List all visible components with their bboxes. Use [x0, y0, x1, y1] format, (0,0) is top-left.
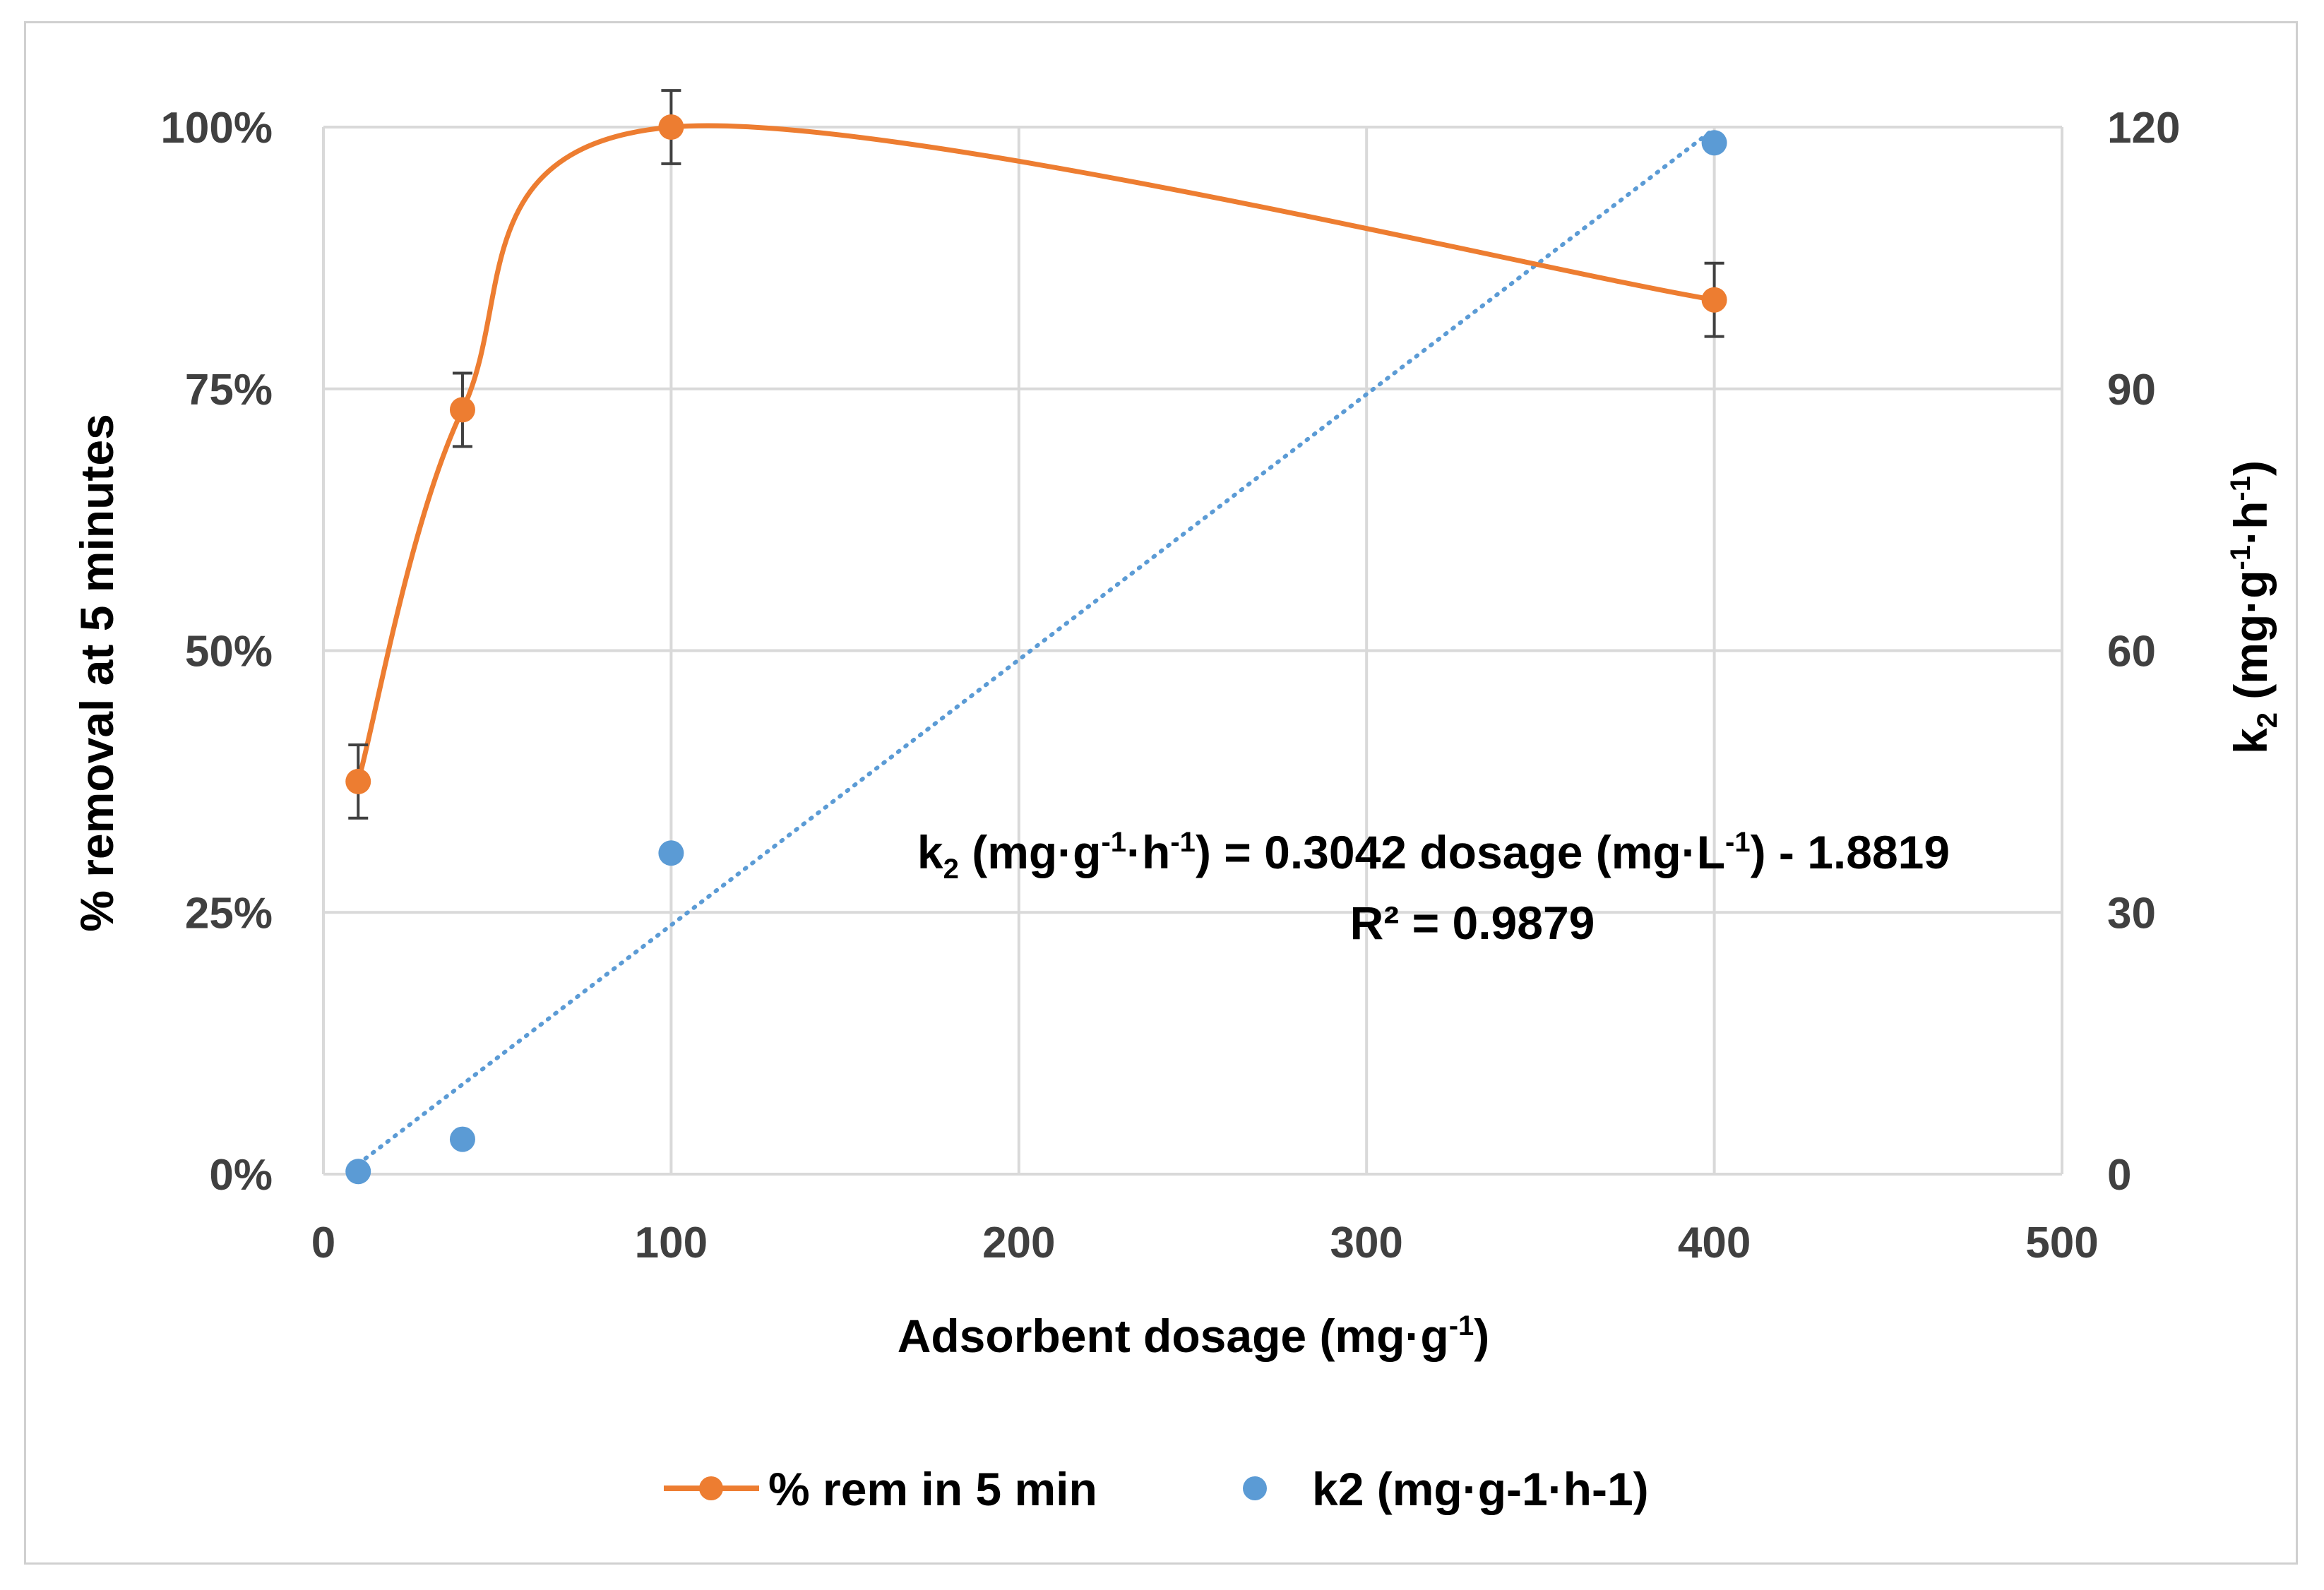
y-right-mid1: (mg·g [2224, 570, 2277, 712]
rem-point [449, 397, 475, 423]
r-squared: R² = 0.9879 [1350, 897, 1595, 949]
eq-sub: 2 [943, 854, 959, 885]
eq-mid2: ·h [1126, 826, 1170, 878]
eq-sup1: -1 [1101, 827, 1126, 858]
x-tick-label: 400 [1678, 1219, 1751, 1267]
x-tick-label: 100 [635, 1219, 708, 1267]
y-right-tick-label: 30 [2107, 889, 2156, 938]
y-right-mid2: ·h [2224, 501, 2277, 545]
legend: % rem in 5 min k2 (mg·g-1·h-1) [664, 1463, 1649, 1515]
rem-series-line [355, 123, 1715, 782]
eq-sup2: -1 [1170, 827, 1196, 858]
trendline-group [356, 126, 1717, 1166]
x-tick-label: 0 [311, 1219, 335, 1267]
eq-sup3: -1 [1725, 827, 1751, 858]
k2-point [345, 1159, 371, 1185]
x-label-sup: -1 [1449, 1310, 1474, 1341]
k2-point [449, 1126, 475, 1152]
legend-orange-marker-icon [699, 1476, 723, 1500]
k2-point [1701, 130, 1727, 156]
y-left-tick-label: 100% [160, 104, 273, 153]
x-tick-label: 200 [982, 1219, 1055, 1267]
rem-point [658, 114, 684, 140]
eq-tail: ) - 1.8819 [1751, 826, 1950, 878]
y-right-tick-label: 60 [2107, 628, 2156, 676]
eq-mid3: ) = 0.3042 dosage (mg·L [1196, 826, 1725, 878]
chart-frame [24, 21, 2298, 1565]
y-right-sup1: -1 [2225, 545, 2256, 570]
y-left-tick-label: 75% [185, 366, 273, 414]
k2-trendline [356, 126, 1717, 1166]
y-right-k: k [2224, 728, 2277, 754]
grid-lines [323, 126, 2063, 1174]
x-tick-label: 500 [2025, 1219, 2098, 1267]
eq-lead: k [917, 826, 943, 878]
y-right-tick-label: 90 [2107, 366, 2156, 414]
legend-label-rem: % rem in 5 min [768, 1463, 1097, 1515]
legend-label-k2: k2 (mg·g-1·h-1) [1312, 1463, 1649, 1515]
legend-blue-marker-icon [1243, 1476, 1267, 1500]
y-axis-right-label: k2 (mg·g-1·h-1) [2224, 460, 2283, 754]
eq-mid1: (mg·g [959, 826, 1102, 878]
y-left-tick-label: 50% [185, 628, 273, 676]
y-left-tick-label: 25% [185, 889, 273, 938]
y-axis-left-label: % removal at 5 minutes [71, 414, 123, 932]
y-right-sup2: -1 [2225, 476, 2256, 501]
axes [322, 127, 2063, 1176]
trendline-equation: k2 (mg·g-1·h-1) = 0.3042 dosage (mg·L-1)… [917, 826, 1950, 885]
y-right-close: ) [2224, 460, 2277, 476]
series-group [345, 89, 1727, 1185]
y-right-tick-label: 120 [2107, 104, 2180, 153]
x-label-main: Adsorbent dosage (mg·g [898, 1310, 1449, 1362]
y-left-tick-label: 0% [209, 1151, 273, 1200]
rem-point [345, 768, 371, 794]
tick-labels: 0 100 200 300 400 500 0% 25% 50% 75% 100% 0 30 60 90 12… [160, 104, 2180, 1267]
rem-point [1701, 287, 1727, 313]
k2-point [658, 840, 684, 866]
x-tick-label: 300 [1330, 1219, 1402, 1267]
x-axis-label: Adsorbent dosage (mg·g-1) [898, 1310, 1490, 1362]
y-right-sub: 2 [2252, 712, 2283, 728]
y-right-tick-label: 0 [2107, 1151, 2131, 1200]
x-label-close: ) [1474, 1310, 1489, 1362]
